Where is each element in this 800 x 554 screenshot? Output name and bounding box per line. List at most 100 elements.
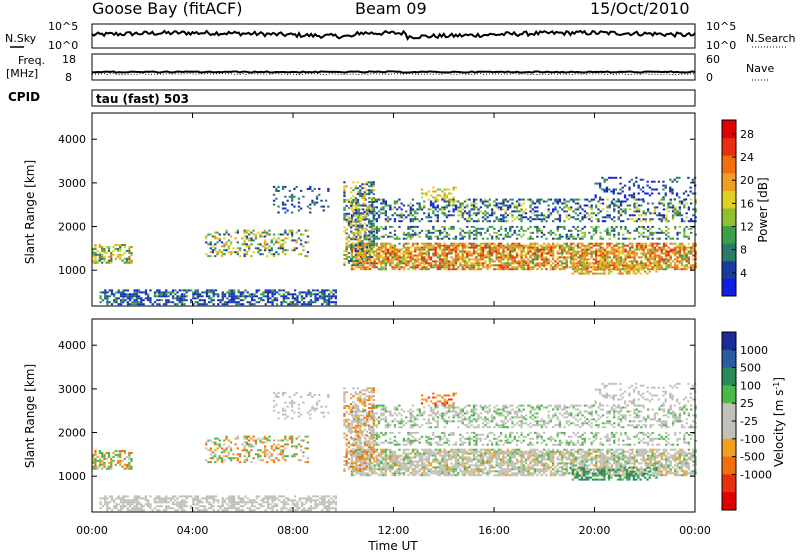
power-cell bbox=[647, 210, 650, 213]
power-cell bbox=[642, 198, 645, 201]
velocity-cell bbox=[398, 460, 401, 463]
power-cell bbox=[128, 261, 131, 264]
velocity-cell bbox=[275, 445, 278, 448]
power-cell bbox=[637, 184, 640, 187]
power-cell bbox=[370, 244, 373, 247]
power-cell bbox=[443, 250, 446, 253]
power-cell bbox=[452, 244, 455, 247]
power-cell bbox=[619, 272, 622, 275]
power-cell bbox=[343, 214, 346, 217]
power-cell bbox=[429, 248, 433, 251]
velocity-cell bbox=[398, 468, 401, 471]
velocity-cell bbox=[396, 458, 399, 461]
velocity-cell bbox=[418, 460, 421, 463]
power-cell bbox=[495, 235, 498, 238]
power-cell bbox=[543, 262, 546, 265]
velocity-cell bbox=[373, 472, 376, 475]
power-cell bbox=[416, 233, 419, 236]
power-cell bbox=[429, 246, 433, 249]
noise-right-tick-bottom: 10^0 bbox=[706, 39, 736, 52]
power-cell bbox=[387, 216, 390, 219]
power-cell bbox=[225, 243, 228, 246]
power-cell bbox=[513, 204, 516, 207]
power-cell bbox=[457, 208, 460, 211]
power-cell bbox=[511, 210, 514, 213]
power-cell bbox=[291, 211, 294, 214]
power-cell bbox=[506, 258, 510, 261]
power-cell bbox=[522, 248, 525, 251]
power-cell bbox=[352, 201, 355, 203]
power-cell bbox=[570, 262, 573, 265]
power-cell bbox=[626, 250, 629, 253]
power-cell bbox=[359, 261, 362, 264]
velocity-cell bbox=[281, 457, 285, 460]
power-cell bbox=[178, 301, 181, 304]
power-cell bbox=[626, 252, 629, 255]
power-cell bbox=[481, 248, 485, 251]
power-cell bbox=[286, 233, 289, 236]
power-cell bbox=[477, 266, 480, 269]
power-cell bbox=[357, 225, 360, 228]
power-cell bbox=[461, 237, 464, 240]
power-cell bbox=[151, 303, 154, 306]
power-cell bbox=[488, 248, 491, 251]
power-cell bbox=[347, 218, 351, 221]
power-cell bbox=[662, 204, 666, 207]
power-cell bbox=[533, 210, 537, 213]
power-cell bbox=[536, 214, 539, 217]
power-cell bbox=[601, 176, 604, 179]
velocity-cell bbox=[243, 447, 246, 450]
noise-right-label: N.Search bbox=[746, 32, 796, 45]
power-cell bbox=[662, 214, 666, 217]
power-cell bbox=[520, 216, 523, 219]
power-cell bbox=[380, 266, 383, 269]
power-cell bbox=[504, 233, 507, 236]
velocity-cell bbox=[266, 453, 269, 456]
velocity-cell bbox=[239, 453, 242, 456]
velocity-cell bbox=[229, 457, 233, 460]
power-cell bbox=[669, 200, 672, 203]
power-cell bbox=[375, 227, 378, 230]
power-cell bbox=[484, 246, 487, 249]
power-cell bbox=[468, 214, 471, 217]
power-cell bbox=[597, 250, 600, 253]
power-cell bbox=[488, 220, 491, 223]
power-cell bbox=[259, 233, 262, 236]
velocity-cell bbox=[373, 460, 376, 463]
power-cell bbox=[355, 258, 358, 261]
power-cell bbox=[366, 262, 369, 265]
power-cell bbox=[613, 268, 616, 271]
power-cell bbox=[357, 246, 360, 249]
power-cell bbox=[411, 198, 415, 201]
power-cell bbox=[364, 260, 367, 263]
power-cell bbox=[506, 208, 510, 211]
power-cell bbox=[140, 303, 143, 306]
power-cell bbox=[305, 293, 308, 296]
velocity-cell bbox=[248, 435, 251, 438]
power-cell bbox=[306, 255, 310, 258]
power-cell bbox=[327, 299, 331, 302]
power-cell bbox=[586, 244, 589, 247]
power-cell bbox=[579, 237, 582, 240]
velocity-cell bbox=[229, 459, 233, 462]
velocity-cell bbox=[211, 441, 215, 444]
power-cell bbox=[531, 252, 534, 255]
power-cell bbox=[619, 188, 622, 191]
power-cell bbox=[286, 199, 289, 202]
power-cell bbox=[372, 218, 375, 221]
power-cell bbox=[552, 220, 555, 223]
power-cell bbox=[647, 235, 650, 238]
power-cell bbox=[678, 252, 681, 255]
power-cell bbox=[309, 185, 312, 188]
power-cell bbox=[586, 198, 589, 201]
power-cell bbox=[377, 216, 381, 219]
power-cell bbox=[356, 230, 360, 233]
power-cell bbox=[190, 301, 193, 304]
power-cell bbox=[418, 262, 421, 265]
power-cell bbox=[504, 246, 507, 249]
power-cell bbox=[205, 303, 209, 306]
power-cell bbox=[504, 204, 507, 207]
velocity-cell bbox=[398, 474, 401, 477]
velocity-cell bbox=[92, 455, 95, 458]
power-cell bbox=[665, 244, 668, 247]
